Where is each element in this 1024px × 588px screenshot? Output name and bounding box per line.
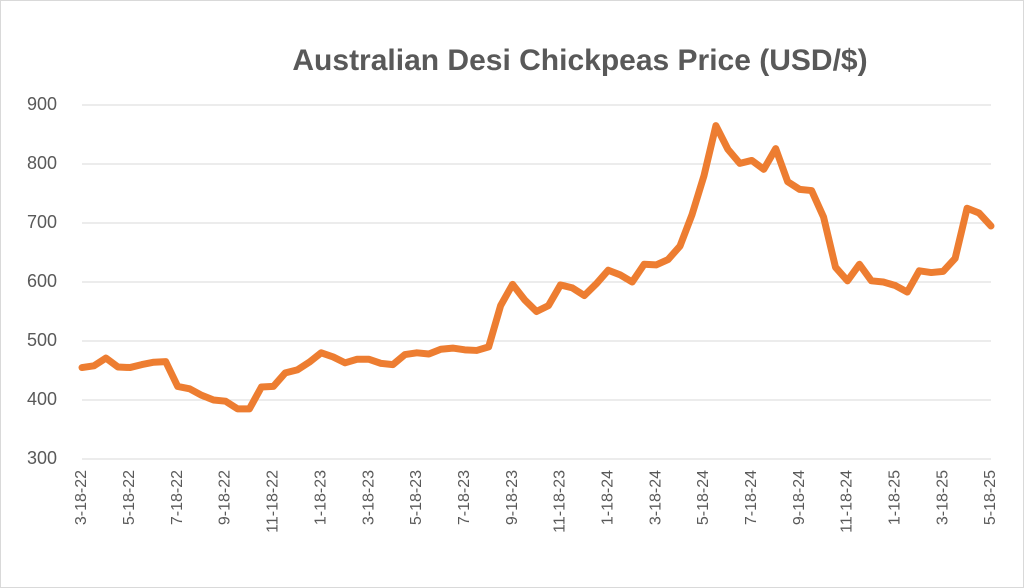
chart-title: Australian Desi Chickpeas Price (USD/$) [292,44,867,77]
x-tick-label: 9-18-22 [217,470,234,525]
x-tick-label: 3-18-23 [360,470,377,525]
y-tick-label: 300 [27,448,57,468]
x-tick-label: 11-18-24 [839,470,856,533]
x-tick-label: 3-18-25 [934,470,951,525]
x-tick-label: 7-18-22 [169,470,186,525]
y-tick-label: 800 [27,153,57,173]
y-tick-label: 700 [27,212,57,232]
x-tick-label: 1-18-24 [599,470,616,525]
y-tick-label: 500 [27,330,57,350]
x-tick-label: 1-18-25 [887,470,904,525]
y-tick-label: 600 [27,271,57,291]
y-tick-label: 900 [27,94,57,114]
x-tick-label: 7-18-24 [743,470,760,525]
y-tick-label: 400 [27,389,57,409]
x-tick-label: 5-18-25 [982,470,999,525]
x-tick-label: 7-18-23 [456,470,473,525]
x-tick-label: 3-18-22 [73,470,90,525]
x-tick-label: 11-18-23 [552,470,569,533]
price-line [78,122,995,413]
x-tick-label: 5-18-23 [408,470,425,525]
x-tick-label: 11-18-22 [265,470,282,533]
x-tick-label: 3-18-24 [647,470,664,525]
x-tick-label: 9-18-24 [791,470,808,525]
x-tick-label: 5-18-22 [121,470,138,525]
x-tick-label: 1-18-23 [312,470,329,525]
x-tick-label: 5-18-24 [695,470,712,525]
x-tick-label: 9-18-23 [504,470,521,525]
